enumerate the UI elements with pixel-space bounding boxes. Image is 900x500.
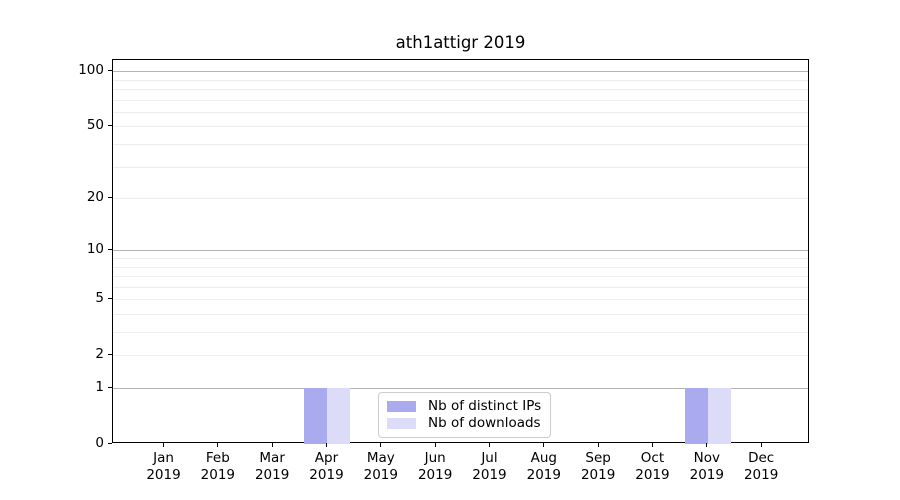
x-tick-mark xyxy=(325,443,328,447)
x-tick-mark xyxy=(217,443,219,447)
x-tick-label: Oct 2019 xyxy=(620,450,684,483)
x-tick-year: 2019 xyxy=(472,466,507,483)
bar-nb-of-distinct-ips-apr xyxy=(304,388,328,444)
x-tick-label: Sep 2019 xyxy=(566,450,630,483)
x-tick-year: 2019 xyxy=(689,466,724,483)
x-tick-mark xyxy=(434,443,436,447)
legend-item: Nb of distinct IPs xyxy=(387,398,541,415)
x-tick-label: Dec 2019 xyxy=(729,450,793,483)
minor-gridline xyxy=(113,89,808,90)
bar-nb-of-downloads-apr xyxy=(327,388,351,444)
legend-swatch xyxy=(387,418,416,429)
y-tick-label: 50 xyxy=(86,117,104,134)
x-tick-year: 2019 xyxy=(526,466,561,483)
x-tick-label: Jul 2019 xyxy=(457,450,521,483)
minor-gridline xyxy=(113,126,808,128)
x-tick-label: Apr 2019 xyxy=(294,450,358,483)
plot-area xyxy=(112,59,809,444)
x-tick-month: Mar xyxy=(259,450,285,466)
x-tick-label: Nov 2019 xyxy=(675,450,739,483)
legend: Nb of distinct IPs Nb of downloads xyxy=(378,392,552,438)
x-tick-label: Jan 2019 xyxy=(132,450,196,483)
x-tick-month: Jun xyxy=(424,450,446,466)
minor-gridline xyxy=(113,313,808,315)
x-tick-mark xyxy=(271,443,273,447)
x-tick-year: 2019 xyxy=(417,466,453,483)
x-tick-mark xyxy=(597,443,599,447)
x-tick-label: Mar 2019 xyxy=(240,450,304,483)
y-tick-mark xyxy=(107,386,112,388)
y-tick-label: 100 xyxy=(78,62,104,79)
y-tick-label: 5 xyxy=(95,290,104,307)
y-tick-label: 20 xyxy=(86,189,104,206)
bar-nb-of-downloads-nov xyxy=(707,388,731,444)
y-tick-mark xyxy=(107,124,112,127)
x-tick-mark xyxy=(651,443,654,447)
x-tick-year: 2019 xyxy=(146,466,181,483)
minor-gridline xyxy=(113,266,808,268)
x-tick-year: 2019 xyxy=(580,466,616,483)
y-tick-label: 1 xyxy=(95,379,104,395)
y-tick-mark xyxy=(107,442,112,444)
x-tick-month: Nov xyxy=(693,450,720,466)
legend-swatch xyxy=(387,401,416,412)
y-tick-label: 10 xyxy=(86,241,104,258)
x-tick-year: 2019 xyxy=(363,466,398,483)
x-tick-month: Dec xyxy=(748,450,775,466)
x-tick-month: Jul xyxy=(481,450,498,466)
legend-item: Nb of downloads xyxy=(387,415,541,432)
x-tick-month: Apr xyxy=(314,450,339,466)
x-tick-label: Jun 2019 xyxy=(403,450,467,483)
y-tick-mark xyxy=(107,297,112,299)
x-tick-year: 2019 xyxy=(254,466,290,483)
x-tick-mark xyxy=(543,443,545,447)
x-tick-month: May xyxy=(366,450,395,466)
x-tick-mark xyxy=(488,443,491,447)
minor-gridline xyxy=(113,111,808,113)
x-tick-month: Sep xyxy=(585,450,611,466)
y-tick-mark xyxy=(107,353,112,355)
legend-label: Nb of downloads xyxy=(428,415,541,431)
minor-gridline xyxy=(113,144,808,145)
x-tick-year: 2019 xyxy=(743,466,779,483)
minor-gridline xyxy=(113,355,808,357)
minor-gridline xyxy=(113,257,808,259)
legend-label: Nb of distinct IPs xyxy=(428,398,542,414)
x-tick-month: Oct xyxy=(640,450,665,466)
chart-title: ath1attigr 2019 xyxy=(395,33,526,52)
x-tick-mark xyxy=(706,443,708,447)
minor-gridline xyxy=(113,332,808,333)
minor-gridline xyxy=(113,276,808,278)
minor-gridline xyxy=(113,166,808,168)
bar-nb-of-distinct-ips-nov xyxy=(684,388,708,444)
x-tick-month: Jan xyxy=(153,450,174,466)
x-tick-year: 2019 xyxy=(635,466,670,483)
major-gridline xyxy=(113,388,808,389)
major-gridline xyxy=(113,71,808,73)
y-tick-label: 2 xyxy=(95,346,104,363)
x-tick-label: May 2019 xyxy=(349,450,413,483)
y-tick-label: 0 xyxy=(95,435,104,451)
x-tick-month: Aug xyxy=(530,450,557,466)
x-tick-label: Aug 2019 xyxy=(512,450,576,483)
x-tick-mark xyxy=(380,443,382,447)
x-tick-year: 2019 xyxy=(200,466,235,483)
minor-gridline xyxy=(113,198,808,200)
y-tick-mark xyxy=(107,248,112,250)
minor-gridline xyxy=(113,286,808,288)
x-tick-month: Feb xyxy=(205,450,230,466)
x-tick-mark xyxy=(162,443,165,447)
y-tick-mark xyxy=(107,69,112,71)
y-tick-mark xyxy=(107,196,112,198)
x-tick-label: Feb 2019 xyxy=(186,450,250,483)
minor-gridline xyxy=(113,79,808,81)
major-gridline xyxy=(113,250,808,252)
minor-gridline xyxy=(113,299,808,301)
x-tick-mark xyxy=(760,443,762,447)
minor-gridline xyxy=(113,99,808,101)
x-tick-year: 2019 xyxy=(309,466,344,483)
